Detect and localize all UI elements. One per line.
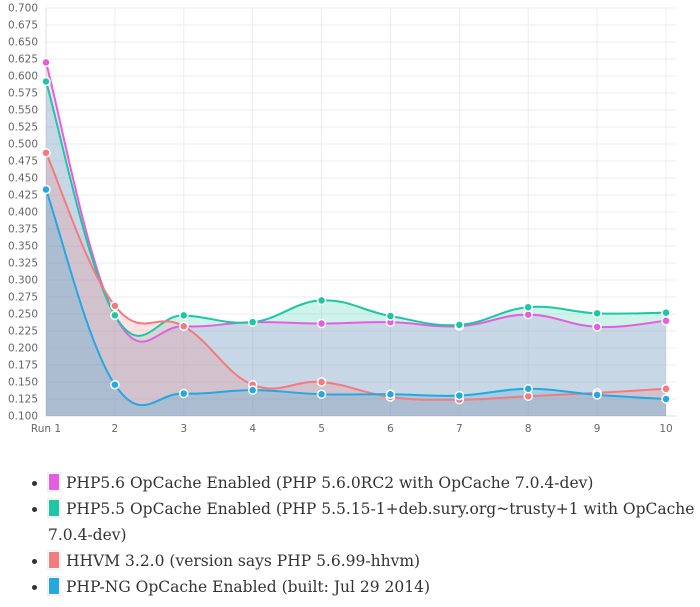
- y-tick-label: 0.550: [8, 105, 38, 117]
- x-tick-label: 3: [180, 423, 187, 435]
- data-point: [316, 295, 327, 306]
- data-point: [179, 310, 189, 321]
- x-tick-label: 8: [525, 423, 532, 435]
- y-tick-label: 0.250: [8, 309, 38, 321]
- line-chart: 0.100 0.125 0.150 0.175 0.200 0.225 0.250 0.275…: [8, 3, 676, 435]
- data-point: [592, 390, 602, 400]
- y-tick-label: 0.400: [8, 207, 38, 219]
- data-point: [110, 310, 120, 321]
- x-tick-label: 5: [318, 423, 325, 435]
- y-tick-label: 0.225: [8, 326, 38, 338]
- data-point: [179, 388, 189, 399]
- y-tick-label: 0.125: [8, 394, 38, 406]
- x-tick-label: 7: [456, 423, 463, 435]
- data-point: [110, 379, 120, 390]
- series-area: [46, 62, 666, 417]
- data-point: [592, 308, 602, 319]
- data-point: [247, 385, 258, 395]
- legend-swatch: [48, 473, 60, 491]
- data-point: [41, 57, 51, 68]
- y-tick-label: 0.350: [8, 241, 38, 253]
- y-tick-label: 0.500: [8, 139, 38, 151]
- data-point: [385, 311, 396, 321]
- legend-label: HHVM 3.2.0 (version says PHP 5.6.99-hhvm…: [66, 552, 421, 570]
- data-point: [661, 384, 671, 394]
- series-line: [45, 62, 667, 343]
- data-point: [454, 320, 465, 330]
- x-tick-label: Run 1: [31, 423, 61, 435]
- data-point: [523, 302, 533, 312]
- y-tick-label: 0.700: [8, 3, 38, 15]
- data-point: [661, 316, 671, 326]
- y-tick-label: 0.375: [8, 224, 38, 236]
- data-point: [661, 307, 671, 318]
- legend-item: PHP-NG OpCache Enabled (built: Jul 29 20…: [48, 574, 698, 600]
- data-point: [41, 76, 51, 87]
- x-tick-label: 10: [659, 423, 672, 435]
- chart-legend: PHP5.6 OpCache Enabled (PHP 5.6.0RC2 wit…: [28, 470, 698, 600]
- data-point: [454, 390, 465, 401]
- y-tick-label: 0.275: [8, 292, 38, 304]
- legend-swatch: [48, 499, 60, 517]
- legend-item: PHP5.5 OpCache Enabled (PHP 5.5.15-1+deb…: [48, 496, 698, 548]
- data-point: [41, 184, 51, 195]
- series-area: [46, 152, 666, 416]
- legend-swatch: [48, 577, 60, 595]
- data-point: [385, 389, 396, 399]
- x-tick-label: 4: [249, 423, 256, 435]
- data-point: [316, 318, 327, 329]
- legend-item: HHVM 3.2.0 (version says PHP 5.6.99-hhvm…: [48, 548, 698, 574]
- x-tick-label: 9: [594, 423, 601, 435]
- series-line: [45, 81, 667, 337]
- y-tick-label: 0.625: [8, 54, 38, 66]
- y-tick-label: 0.475: [8, 156, 38, 168]
- series-area: [46, 189, 666, 416]
- data-point: [41, 148, 51, 158]
- data-point: [661, 394, 671, 404]
- data-point: [179, 321, 189, 331]
- y-tick-label: 0.200: [8, 343, 38, 355]
- y-tick-label: 0.525: [8, 122, 38, 134]
- y-tick-label: 0.650: [8, 37, 38, 49]
- legend-label: PHP5.6 OpCache Enabled (PHP 5.6.0RC2 wit…: [66, 474, 594, 492]
- data-point: [110, 301, 120, 311]
- data-point: [523, 384, 533, 394]
- y-tick-label: 0.175: [8, 360, 38, 372]
- legend-label: PHP-NG OpCache Enabled (built: Jul 29 20…: [66, 578, 431, 596]
- y-tick-label: 0.425: [8, 190, 38, 202]
- y-tick-label: 0.450: [8, 173, 38, 185]
- data-point: [316, 377, 327, 387]
- y-tick-label: 0.100: [8, 411, 38, 423]
- y-tick-label: 0.150: [8, 377, 38, 389]
- data-point: [592, 322, 602, 332]
- y-tick-label: 0.300: [8, 275, 38, 287]
- legend-item: PHP5.6 OpCache Enabled (PHP 5.6.0RC2 wit…: [48, 470, 698, 496]
- y-tick-label: 0.600: [8, 71, 38, 83]
- x-tick-label: 6: [387, 423, 394, 435]
- legend-label: PHP5.5 OpCache Enabled (PHP 5.5.15-1+deb…: [48, 500, 695, 544]
- y-tick-label: 0.325: [8, 258, 38, 270]
- data-point: [247, 317, 258, 327]
- x-tick-label: 2: [112, 423, 119, 435]
- y-tick-label: 0.675: [8, 20, 38, 32]
- y-tick-label: 0.575: [8, 88, 38, 100]
- data-point: [316, 389, 327, 399]
- series-area: [46, 81, 666, 416]
- legend-swatch: [48, 551, 60, 569]
